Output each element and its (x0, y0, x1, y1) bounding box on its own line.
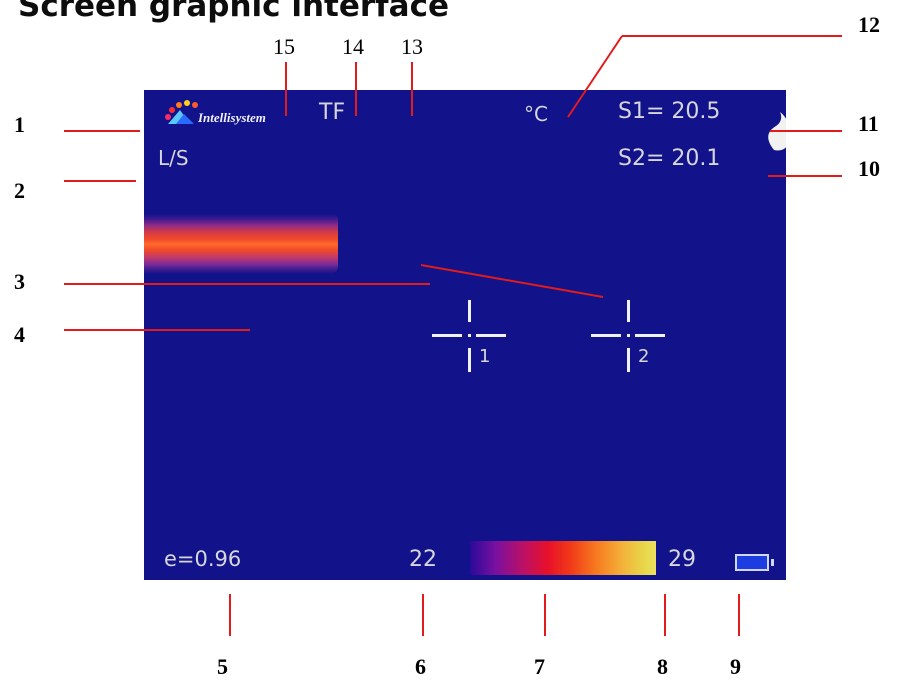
callout-10: 10 (858, 156, 880, 181)
mode-label: TF (319, 100, 346, 125)
callout-9: 9 (730, 654, 741, 679)
leader-12a (567, 35, 623, 118)
range-max-label: 29 (668, 547, 696, 572)
callout-6: 6 (415, 654, 426, 679)
callout-2: 2 (14, 178, 25, 203)
callout-1: 1 (14, 112, 25, 137)
callout-5: 5 (217, 654, 228, 679)
brand-text: Intellisystem (197, 110, 266, 125)
callout-12: 12 (858, 12, 880, 37)
callout-3: 3 (14, 269, 25, 294)
ls-label: L/S (158, 146, 189, 170)
callout-8: 8 (657, 654, 668, 679)
emissivity-label: e=0.96 (164, 547, 242, 571)
callout-13: 13 (401, 34, 423, 59)
cursor2-label: 2 (638, 346, 650, 367)
callout-7: 7 (534, 654, 545, 679)
callout-14: 14 (342, 34, 364, 59)
color-palette-bar (470, 541, 656, 575)
callout-4: 4 (14, 322, 25, 347)
intellisystem-logo-icon: Intellisystem (165, 100, 266, 125)
range-min-label: 22 (409, 547, 437, 572)
battery-tip (771, 559, 774, 566)
crosshair-icon (432, 300, 506, 372)
thermal-hot-region (144, 214, 338, 274)
spot1-reading: S1= 20.5 (618, 99, 721, 124)
spot2-reading: S2= 20.1 (618, 146, 721, 171)
callout-11: 11 (858, 111, 879, 136)
unit-label: °C (524, 102, 548, 126)
callout-15: 15 (273, 34, 295, 59)
thermal-screen: Intellisystem TF °C S1= 20.5 S2= 20.1 L/… (144, 90, 786, 580)
cursor1-label: 1 (479, 346, 491, 367)
crosshair-icon (591, 300, 665, 372)
battery-icon (735, 554, 769, 571)
leader-3b (420, 264, 604, 298)
page-heading: Screen graphic interface (18, 0, 449, 24)
